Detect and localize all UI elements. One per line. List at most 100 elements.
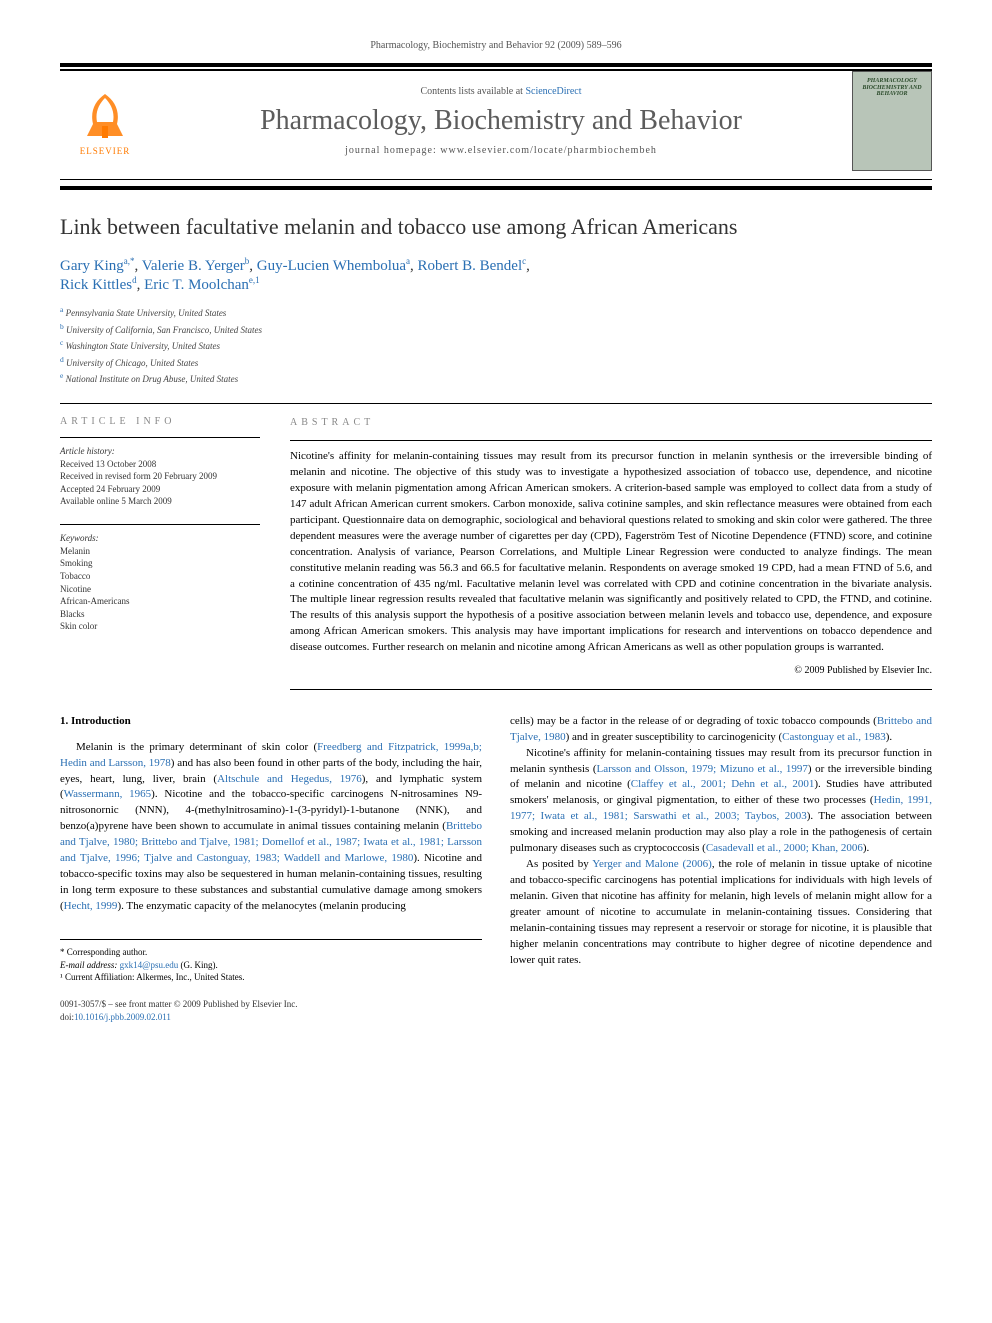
footnote-affiliation: ¹ Current Affiliation: Alkermes, Inc., U… [60, 971, 482, 984]
author-link[interactable]: Guy-Lucien Whembolua [257, 258, 406, 274]
running-header: Pharmacology, Biochemistry and Behavior … [60, 40, 932, 51]
body-text: ). [863, 842, 869, 854]
history-item: Received 13 October 2008 [60, 458, 260, 471]
article-info-column: article info Article history: Received 1… [60, 416, 260, 690]
article-title: Link between facultative melanin and tob… [60, 214, 932, 240]
email-label: E-mail address: [60, 960, 120, 970]
masthead-center: Contents lists available at ScienceDirec… [150, 80, 852, 162]
journal-cover-thumbnail: PHARMACOLOGY BIOCHEMISTRY AND BEHAVIOR [852, 71, 932, 171]
publisher-label: ELSEVIER [80, 146, 131, 156]
publisher-logo-block: ELSEVIER [60, 76, 150, 166]
keywords-label: Keywords: [60, 524, 260, 543]
affiliation-mark: d [60, 355, 64, 364]
affiliation-text: Washington State University, United Stat… [66, 341, 220, 351]
citation-link[interactable]: Casadevall et al., 2000; Khan, 2006 [706, 842, 863, 854]
citation-link[interactable]: Yerger and Malone (2006) [592, 858, 712, 870]
citation-link[interactable]: Claffey et al., 2001; Dehn et al., 2001 [631, 778, 815, 790]
author-mark: e,1 [249, 275, 260, 285]
top-rule [60, 63, 932, 67]
affiliation-mark: c [60, 338, 63, 347]
history-item: Received in revised form 20 February 200… [60, 470, 260, 483]
history-label: Article history: [60, 446, 260, 456]
body-text: cells) may be a factor in the release of… [510, 715, 877, 727]
affiliation-text: National Institute on Drug Abuse, United… [66, 374, 239, 384]
keyword-item: Smoking [60, 557, 260, 570]
journal-homepage-line: journal homepage: www.elsevier.com/locat… [150, 145, 852, 156]
citation-link[interactable]: Wassermann, 1965 [64, 788, 152, 800]
abstract-column: abstract Nicotine's affinity for melanin… [290, 416, 932, 690]
citation-link[interactable]: Larsson and Olsson, 1979; Mizuno et al.,… [597, 763, 808, 775]
author-mark: b [245, 256, 250, 266]
affiliation-text: Pennsylvania State University, United St… [66, 308, 227, 318]
body-paragraph: Nicotine's affinity for melanin-containi… [510, 746, 932, 858]
affiliation-list: a Pennsylvania State University, United … [60, 304, 932, 387]
homepage-url: www.elsevier.com/locate/pharmbiochembeh [440, 145, 657, 156]
body-text: ). [886, 731, 892, 743]
author-link[interactable]: Gary King [60, 258, 124, 274]
author-mark: a [406, 256, 410, 266]
affiliation-item: e National Institute on Drug Abuse, Unit… [60, 370, 932, 387]
left-column: 1. Introduction Melanin is the primary d… [60, 714, 482, 1024]
body-text: ) and in greater susceptibility to carci… [566, 731, 783, 743]
corresponding-author-note: * Corresponding author. [60, 946, 482, 959]
cover-title: PHARMACOLOGY BIOCHEMISTRY AND BEHAVIOR [853, 78, 931, 98]
article-info-label: article info [60, 416, 260, 427]
sciencedirect-link[interactable]: ScienceDirect [525, 86, 581, 97]
body-two-column: 1. Introduction Melanin is the primary d… [60, 714, 932, 1024]
author-mark: d [132, 275, 137, 285]
doi-link[interactable]: 10.1016/j.pbb.2009.02.011 [74, 1012, 171, 1022]
author-link[interactable]: Rick Kittles [60, 277, 132, 293]
affiliation-text: University of California, San Francisco,… [66, 325, 262, 335]
section-heading-introduction: 1. Introduction [60, 714, 482, 730]
elsevier-tree-icon [75, 86, 135, 146]
author-mark: c [522, 256, 526, 266]
info-abstract-row: article info Article history: Received 1… [60, 403, 932, 690]
affiliation-mark: a [60, 305, 63, 314]
body-text: Melanin is the primary determinant of sk… [76, 741, 317, 753]
abstract-copyright: © 2009 Published by Elsevier Inc. [290, 664, 932, 679]
affiliation-mark: b [60, 322, 64, 331]
abstract-label: abstract [290, 416, 932, 431]
affiliation-item: a Pennsylvania State University, United … [60, 304, 932, 321]
front-matter-line: 0091-3057/$ – see front matter © 2009 Pu… [60, 998, 482, 1011]
author-link[interactable]: Eric T. Moolchan [144, 277, 249, 293]
keyword-item: Tobacco [60, 570, 260, 583]
history-item: Available online 5 March 2009 [60, 495, 260, 508]
keyword-item: Blacks [60, 608, 260, 621]
affiliation-item: c Washington State University, United St… [60, 337, 932, 354]
body-text: , the role of melanin in tissue uptake o… [510, 858, 932, 966]
doi-line: doi:10.1016/j.pbb.2009.02.011 [60, 1011, 482, 1024]
affiliation-item: d University of Chicago, United States [60, 354, 932, 371]
affiliation-mark: e [60, 371, 63, 380]
citation-link[interactable]: Altschule and Hegedus, 1976 [217, 773, 362, 785]
affiliation-text: University of Chicago, United States [66, 358, 198, 368]
body-text: As posited by [526, 858, 592, 870]
journal-masthead: ELSEVIER Contents lists available at Sci… [60, 69, 932, 180]
homepage-prefix: journal homepage: [345, 145, 440, 156]
masthead-bottom-rule [60, 186, 932, 190]
keyword-item: Skin color [60, 620, 260, 633]
abstract-bottom-rule [290, 689, 932, 690]
keyword-item: Nicotine [60, 583, 260, 596]
journal-name: Pharmacology, Biochemistry and Behavior [150, 105, 852, 137]
affiliation-item: b University of California, San Francisc… [60, 321, 932, 338]
history-item: Accepted 24 February 2009 [60, 483, 260, 496]
citation-link[interactable]: Hecht, 1999 [64, 900, 118, 912]
email-suffix: (G. King). [178, 960, 218, 970]
keyword-item: Melanin [60, 545, 260, 558]
footnotes-block: * Corresponding author. E-mail address: … [60, 939, 482, 984]
author-link[interactable]: Valerie B. Yerger [142, 258, 245, 274]
author-link[interactable]: Robert B. Bendel [418, 258, 523, 274]
body-paragraph: cells) may be a factor in the release of… [510, 714, 932, 746]
email-line: E-mail address: gxk14@psu.edu (G. King). [60, 959, 482, 972]
author-mark: a,* [124, 256, 135, 266]
body-paragraph: Melanin is the primary determinant of sk… [60, 740, 482, 915]
email-link[interactable]: gxk14@psu.edu [120, 960, 179, 970]
citation-link[interactable]: Castonguay et al., 1983 [782, 731, 886, 743]
body-text: ). The enzymatic capacity of the melanoc… [117, 900, 405, 912]
contents-prefix: Contents lists available at [420, 86, 525, 97]
author-list: Gary Kinga,*, Valerie B. Yergerb, Guy-Lu… [60, 256, 932, 294]
body-paragraph: As posited by Yerger and Malone (2006), … [510, 857, 932, 969]
keyword-item: African-Americans [60, 595, 260, 608]
contents-available-line: Contents lists available at ScienceDirec… [150, 86, 852, 97]
